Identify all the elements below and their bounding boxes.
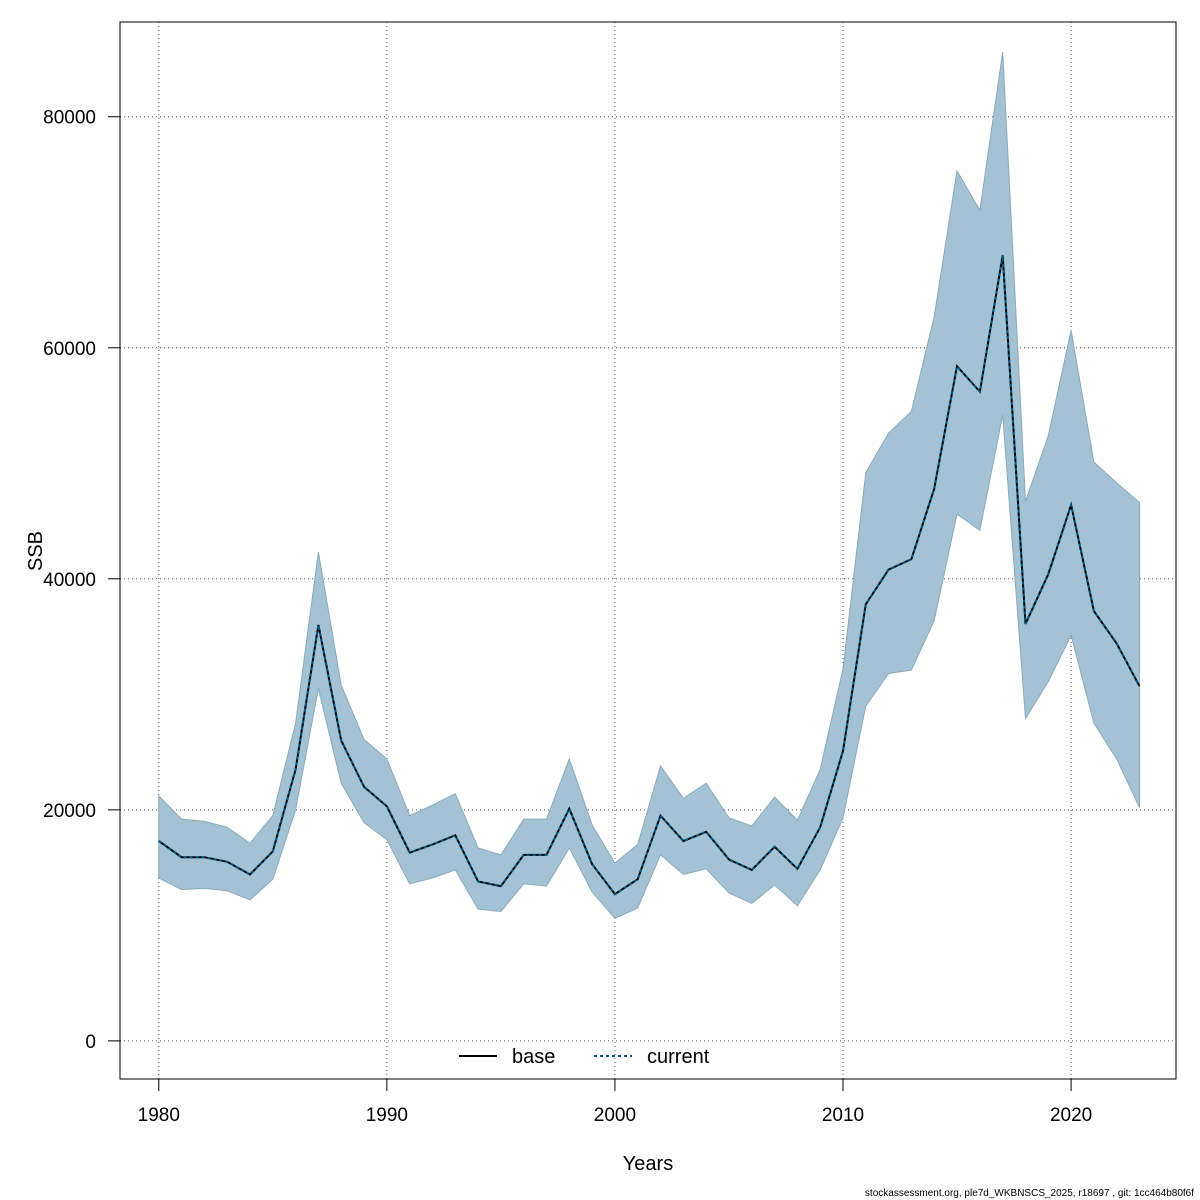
y-tick-label-80000: 80000 [43,108,96,129]
legend-label-base: base [512,1046,555,1068]
x-tick-label-2020: 2020 [1050,1105,1092,1126]
y-tick-label-20000: 20000 [43,801,96,822]
x-axis: 1980 1990 2000 2010 2020 [138,1078,1092,1126]
confidence-band [158,51,1140,920]
y-tick-label-40000: 40000 [43,570,96,591]
y-tick-label-60000: 60000 [43,339,96,360]
y-axis: 0 20000 40000 60000 80000 [43,108,121,1053]
legend: base current [459,1046,710,1068]
x-tick-label-1990: 1990 [366,1105,408,1126]
y-tick-label-0: 0 [85,1032,96,1053]
y-axis-title: SSB [25,531,47,571]
x-tick-label-2000: 2000 [594,1105,636,1126]
series-line-current [158,255,1141,896]
footer-caption: stockassessment.org, ple7d_WKBNSCS_2025,… [865,1188,1194,1199]
legend-label-current: current [647,1046,710,1068]
x-tick-label-1980: 1980 [138,1105,180,1126]
x-tick-label-2010: 2010 [822,1105,864,1126]
x-axis-title: Years [623,1153,673,1175]
